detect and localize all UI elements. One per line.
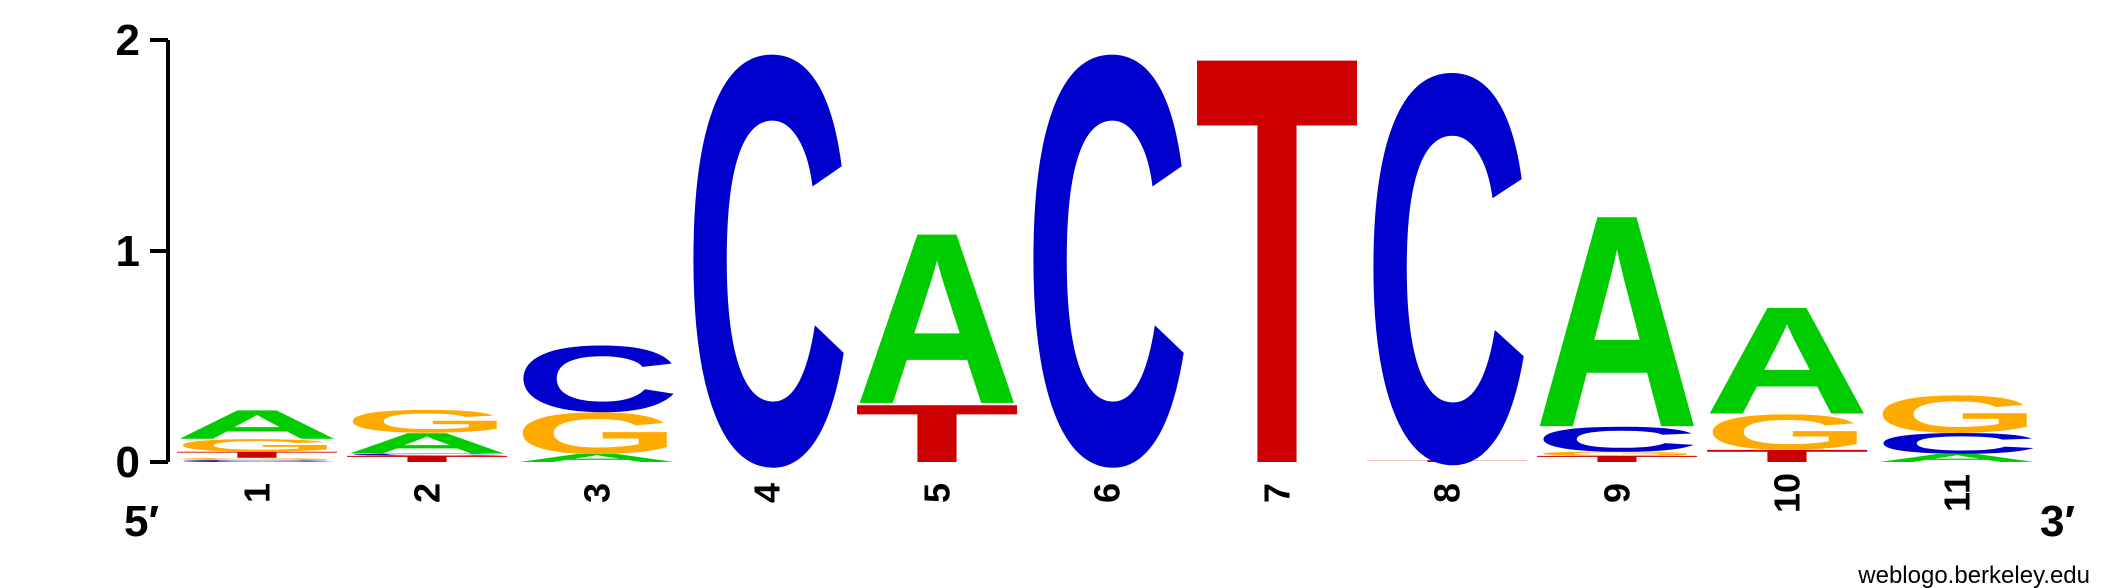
stack-5: TA <box>854 182 1020 479</box>
five-prime-label: 5′ <box>124 497 159 546</box>
position-label-11: 11 <box>1937 474 1978 512</box>
letter-9-g-1: G <box>1534 450 1700 457</box>
position-label-5: 5 <box>917 483 958 503</box>
position-label-4: 4 <box>747 483 788 503</box>
letter-1-a-4: A <box>174 402 340 448</box>
letter-9-a-3: A <box>1534 152 1700 491</box>
letter-11-a-0: A <box>1874 451 2040 464</box>
letter-2-a-2: A <box>344 427 510 460</box>
position-label-10: 10 <box>1767 473 1808 513</box>
stack-7: T <box>1194 0 1360 586</box>
position-label-2: 2 <box>407 483 448 503</box>
letter-11-c-1: C <box>1874 427 2040 460</box>
letter-10-g-1: G <box>1704 404 1870 460</box>
letter-9-c-2: C <box>1534 419 1700 459</box>
letter-10-t-0: T <box>1704 446 1870 466</box>
letter-2-c-1: C <box>344 453 510 456</box>
position-label-8: 8 <box>1427 483 1468 503</box>
letter-4-c-0: C <box>684 0 850 586</box>
letter-6-c-0: C <box>1024 0 1190 586</box>
letter-5-t-0: T <box>854 387 1020 479</box>
credit-text: weblogo.berkeley.edu <box>1857 562 2090 588</box>
stack-8: TC <box>1364 0 1530 577</box>
position-label-7: 7 <box>1257 483 1298 503</box>
position-label-9: 9 <box>1597 483 1638 503</box>
letter-3-c-2: C <box>514 327 680 432</box>
position-label-1: 1 <box>237 483 278 503</box>
y-axis: 0 1 2 <box>116 16 170 487</box>
stack-11: ACG <box>1874 384 2040 464</box>
letter-5-a-1: A <box>854 182 1020 455</box>
stack-6: C <box>1024 0 1190 586</box>
letter-10-a-2: A <box>1704 275 1870 446</box>
stack-10: TGA <box>1704 275 1870 465</box>
stack-4: C <box>684 0 850 586</box>
position-label-3: 3 <box>577 483 618 503</box>
letter-9-t-0: T <box>1534 454 1700 464</box>
three-prime-label: 3′ <box>2040 497 2075 546</box>
position-labels: 1 2 3 4 5 6 7 8 9 10 11 <box>237 473 1978 513</box>
letter-2-t-0: T <box>344 454 510 464</box>
letter-8-t-0: T <box>1364 459 1530 462</box>
letter-1-c-0: C <box>174 459 340 462</box>
position-label-6: 6 <box>1087 483 1128 503</box>
stack-3: AGC <box>514 327 680 467</box>
y-tick-label-2: 2 <box>116 16 140 65</box>
letter-1-g-1: G <box>174 457 340 460</box>
letter-3-g-1: G <box>514 400 680 466</box>
y-tick-label-1: 1 <box>116 227 140 276</box>
letter-1-t-2: T <box>174 450 340 460</box>
letter-11-g-2: G <box>1874 384 2040 443</box>
letter-1-g-3: G <box>174 436 340 456</box>
letter-2-g-3: G <box>344 403 510 439</box>
letter-8-c-1: C <box>1364 0 1530 577</box>
y-tick-label-0: 0 <box>116 438 140 487</box>
letter-7-t-0: T <box>1194 0 1360 586</box>
letter-3-a-0: A <box>514 451 680 464</box>
